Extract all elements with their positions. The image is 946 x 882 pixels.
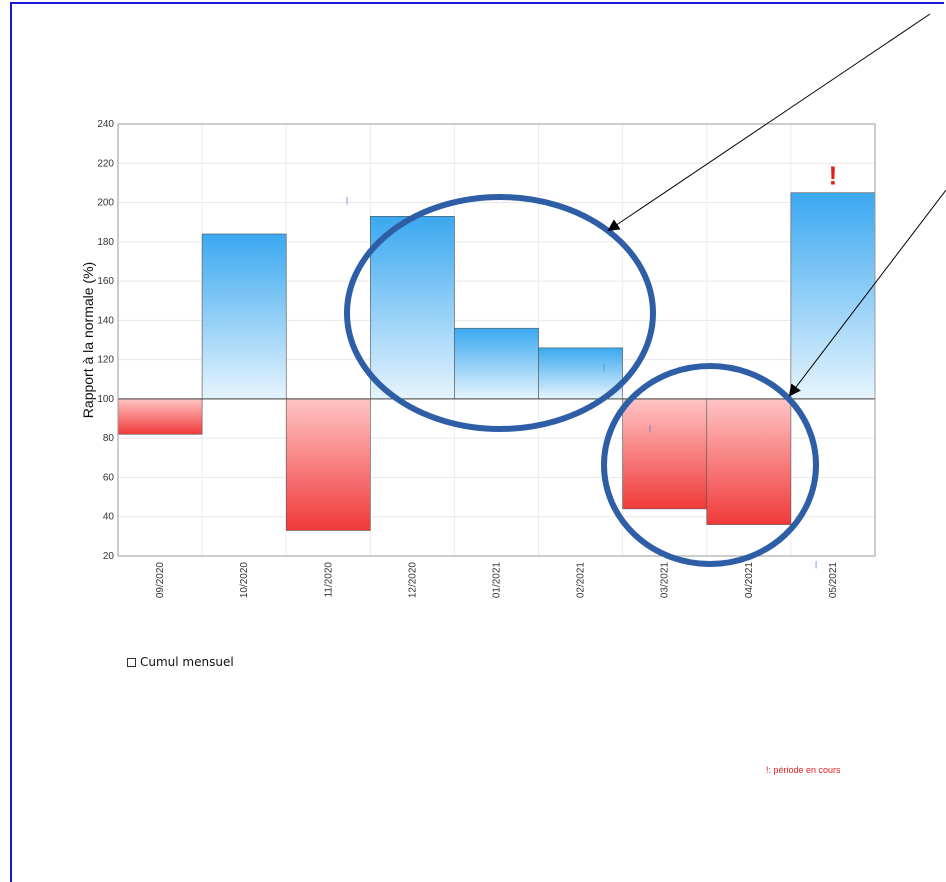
- blue-tick-mark-2: |: [603, 363, 605, 372]
- bar-11-2020: [285, 398, 371, 531]
- y-tick-label: 20: [103, 551, 115, 562]
- y-tick-label: 160: [97, 276, 114, 287]
- blue-tick-mark-4: |: [815, 560, 817, 569]
- x-tick-label: 10/2020: [239, 562, 250, 599]
- y-tick-label: 140: [97, 315, 114, 326]
- current-period-footnote: !: période en cours: [766, 765, 841, 775]
- bar-05-2021: [790, 192, 876, 400]
- blue-tick-mark-3: |: [649, 424, 651, 433]
- annotation-arrow-1: [607, 13, 931, 232]
- bar-04-2021: [706, 398, 792, 525]
- y-tick-label: 60: [103, 472, 115, 483]
- legend-label: Cumul mensuel: [140, 655, 234, 669]
- current-period-marker: !: [829, 161, 838, 191]
- x-tick-label: 02/2021: [576, 562, 587, 599]
- x-tick-label: 05/2021: [828, 562, 839, 599]
- x-tick-label: 01/2021: [492, 562, 503, 599]
- y-axis-label: Rapport à la normale (%): [80, 262, 96, 418]
- legend-checkbox[interactable]: [127, 657, 136, 667]
- blue-tick-mark-1: |: [346, 196, 348, 205]
- bar-03-2021: [622, 398, 708, 510]
- legend: Cumul mensuel: [127, 655, 234, 669]
- x-tick-label: 03/2021: [660, 562, 671, 599]
- bar-09-2020: [117, 398, 203, 435]
- x-tick-label: 12/2020: [407, 562, 418, 599]
- bar-02-2021: [538, 347, 623, 400]
- highlight-ellipse-deficit: [601, 363, 819, 567]
- annotation-arrow-2: [788, 189, 946, 397]
- y-tick-label: 40: [103, 512, 115, 523]
- y-tick-label: 220: [97, 158, 114, 169]
- plot-border: [117, 123, 876, 557]
- x-tick-label: 11/2020: [323, 562, 334, 598]
- bar-12-2020: [370, 215, 455, 400]
- bar-01-2021: [454, 327, 539, 400]
- y-tick-label: 80: [103, 433, 115, 444]
- y-tick-label: 240: [97, 119, 114, 130]
- y-tick-label: 100: [97, 394, 114, 405]
- y-tick-label: 180: [97, 237, 114, 248]
- y-tick-label: 120: [97, 355, 114, 366]
- x-tick-label: 04/2021: [744, 562, 755, 599]
- bar-10-2020: [201, 233, 287, 400]
- x-tick-label: 09/2020: [155, 562, 166, 599]
- y-tick-label: 200: [97, 198, 114, 209]
- highlight-ellipse-increase: [344, 194, 656, 432]
- figure-frame: [10, 2, 944, 882]
